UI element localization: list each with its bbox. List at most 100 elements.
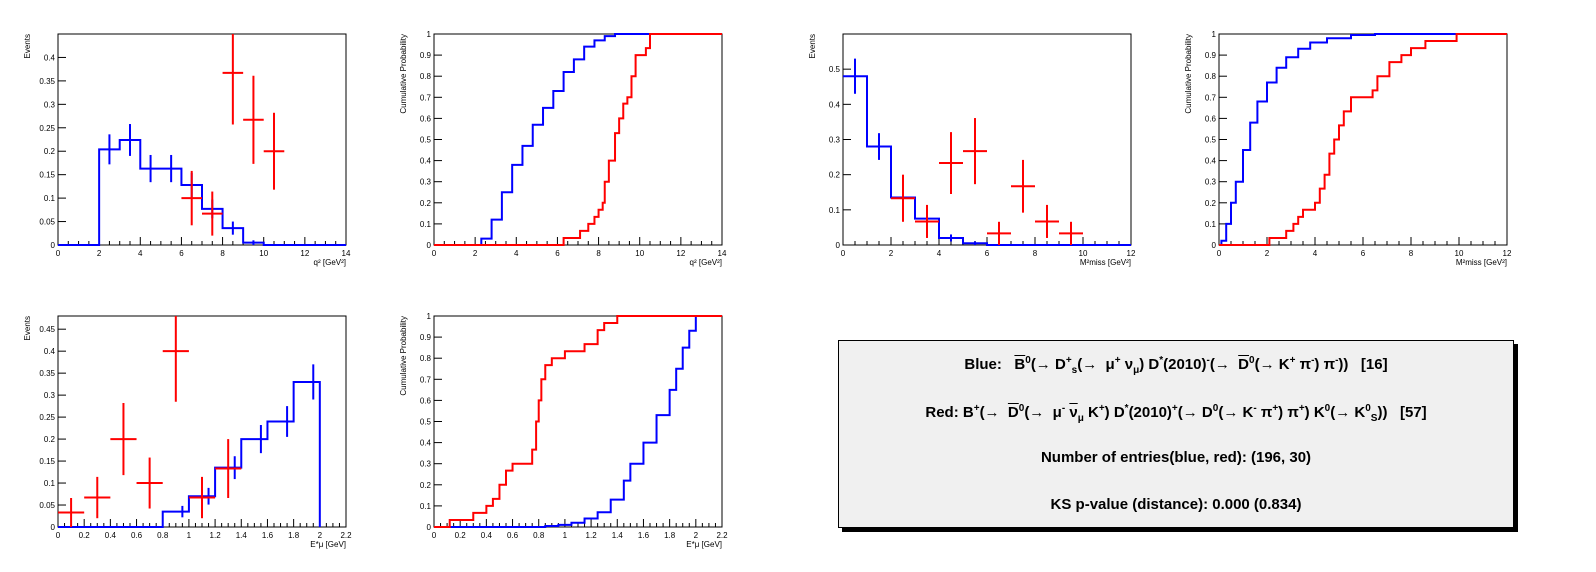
cdf-line-red	[1219, 33, 1507, 246]
y-tick-label: 0.3	[829, 136, 841, 145]
x-tick-label: 10	[1455, 249, 1464, 258]
x-tick-label: 8	[1033, 249, 1038, 258]
y-tick-label: 0.1	[1205, 220, 1217, 229]
y-tick-label: 0.05	[39, 501, 55, 510]
x-axis-label: q² [GeV²]	[314, 258, 346, 267]
y-tick-label: 0.2	[420, 199, 432, 208]
y-tick-label: 0.9	[420, 333, 432, 342]
x-tick-label: 1	[187, 531, 192, 540]
y-tick-label: 0	[836, 241, 841, 250]
entries-line: Number of entries(blue, red): (196, 30)	[1040, 449, 1312, 466]
x-tick-label: 0.6	[131, 531, 143, 540]
y-tick-label: 1	[1212, 30, 1217, 39]
y-tick-label: 0.5	[1205, 136, 1217, 145]
x-tick-label: 0	[432, 249, 437, 258]
x-tick-label: 1.8	[288, 531, 300, 540]
x-tick-label: 14	[342, 249, 351, 258]
red-decay-line: Red: B+(→ D0(→ μ- νμ K+) D*(2010)+(→ D0(…	[839, 403, 1513, 424]
x-tick-label: 2	[97, 249, 102, 258]
y-tick-label: 1	[427, 30, 432, 39]
x-tick-label: 1.4	[236, 531, 248, 540]
cdf-line-red	[434, 33, 722, 246]
x-tick-label: 0.8	[157, 531, 169, 540]
histogram-step-blue	[58, 138, 346, 246]
y-tick-label: 0	[1212, 241, 1217, 250]
y-tick-label: 0.9	[420, 51, 432, 60]
cdf-line-blue	[434, 316, 697, 528]
panel-4: 0 2 4 6 8 10 12 0 0.1 0.2 0.3 0.4 0.5 0.6 0.7 0.8 0.9 1 M²…	[1184, 30, 1512, 267]
y-tick-label: 0.6	[420, 396, 432, 405]
y-tick-label: 0.25	[39, 413, 55, 422]
red-decay-chain: B+(→ D0(→ μ- νμ K+) D*(2010)+(→ D0(→ K- …	[962, 403, 1427, 424]
y-tick-label: 0.05	[39, 218, 55, 227]
x-tick-label: 12	[676, 249, 685, 258]
plot-frame	[433, 33, 723, 246]
blue-label: Blue:	[964, 356, 1002, 373]
x-tick-label: 0	[1217, 249, 1222, 258]
y-tick-label: 0	[427, 241, 432, 250]
x-tick-label: 1.6	[638, 531, 650, 540]
x-tick-label: 1.2	[586, 531, 598, 540]
y-tick-label: 0.9	[1205, 51, 1217, 60]
x-tick-label: 10	[259, 249, 268, 258]
panel-3: 0 2 4 6 8 10 12 0 0.1 0.2 0.3 0.4 0.5 M²miss [GeV²] Ev…	[808, 33, 1136, 267]
y-tick-label: 0.45	[39, 325, 55, 334]
plot-frame	[433, 315, 723, 528]
y-tick-label: 0.2	[420, 481, 432, 490]
x-tick-label: 0.8	[533, 531, 545, 540]
blue-decay-line: Blue: B0(→ D+s(→ μ+ νμ) D*(2010)-(→ D0(→…	[839, 355, 1513, 376]
y-tick-label: 0.7	[420, 375, 432, 384]
y-tick-label: 0.7	[1205, 93, 1217, 102]
x-tick-label: 2	[889, 249, 894, 258]
x-tick-label: 2	[1265, 249, 1270, 258]
x-tick-label: 8	[596, 249, 601, 258]
x-tick-label: 2	[694, 531, 699, 540]
plot-frame	[842, 33, 1132, 246]
x-tick-label: 0.4	[105, 531, 117, 540]
y-tick-label: 0.6	[420, 114, 432, 123]
y-tick-label: 0.8	[1205, 72, 1217, 81]
panel-1: 0 2 4 6 8 10 12 14 0 0.05 0.1 0.15 0.2 0.25 0.3 0.35 0.4…	[23, 33, 351, 267]
x-tick-label: 1.6	[262, 531, 274, 540]
x-tick-label: 4	[1313, 249, 1318, 258]
y-tick-label: 0.2	[829, 171, 841, 180]
x-tick-label: 1.2	[210, 531, 222, 540]
y-tick-label: 0	[427, 523, 432, 532]
x-tick-label: 4	[514, 249, 519, 258]
x-tick-label: 4	[937, 249, 942, 258]
y-tick-label: 0.4	[420, 157, 432, 166]
x-tick-label: 1.8	[664, 531, 676, 540]
y-tick-label: 0.25	[39, 124, 55, 133]
x-tick-label: 10	[1079, 249, 1088, 258]
y-tick-label: 0.7	[420, 93, 432, 102]
y-axis-label: Cumulative Probability	[1184, 34, 1193, 114]
x-tick-label: 12	[1503, 249, 1512, 258]
y-tick-label: 0.2	[1205, 199, 1217, 208]
x-tick-label: 6	[985, 249, 990, 258]
panel-6: 0 0.2 0.4 0.6 0.8 1 1.2 1.4 1.6 1.8 2 2.2 0 0.1 0.2 0.3…	[399, 312, 728, 549]
y-tick-label: 0.15	[39, 171, 55, 180]
y-tick-label: 0.5	[420, 136, 432, 145]
panel-2: 0 2 4 6 8 10 12 14 0 0.1 0.2 0.3 0.4 0.5 0.6 0.7 0.8 0.9 1…	[399, 30, 727, 267]
y-tick-label: 0.6	[1205, 114, 1217, 123]
y-tick-label: 0.3	[44, 100, 56, 109]
blue-decay-chain: B0(→ D+s(→ μ+ νμ) D*(2010)-(→ D0(→ K+ π-…	[1014, 355, 1388, 376]
x-tick-label: 2.2	[340, 531, 352, 540]
y-axis-label: Events	[23, 316, 32, 340]
x-tick-label: 0	[56, 249, 61, 258]
y-tick-label: 0.3	[420, 460, 432, 469]
y-tick-label: 0.4	[829, 100, 841, 109]
x-tick-label: 0	[56, 531, 61, 540]
y-tick-label: 0.5	[420, 418, 432, 427]
y-tick-label: 0.4	[44, 347, 56, 356]
x-tick-label: 0	[841, 249, 846, 258]
y-tick-label: 0.4	[44, 53, 56, 62]
x-tick-label: 0.2	[79, 531, 91, 540]
y-axis-label: Events	[23, 34, 32, 58]
cdf-line-red	[434, 315, 722, 528]
x-tick-label: 8	[1409, 249, 1414, 258]
y-tick-label: 0.35	[39, 77, 55, 86]
y-axis-label: Events	[808, 34, 817, 58]
legend-box: Blue: B0(→ D+s(→ μ+ νμ) D*(2010)-(→ D0(→…	[838, 340, 1514, 528]
